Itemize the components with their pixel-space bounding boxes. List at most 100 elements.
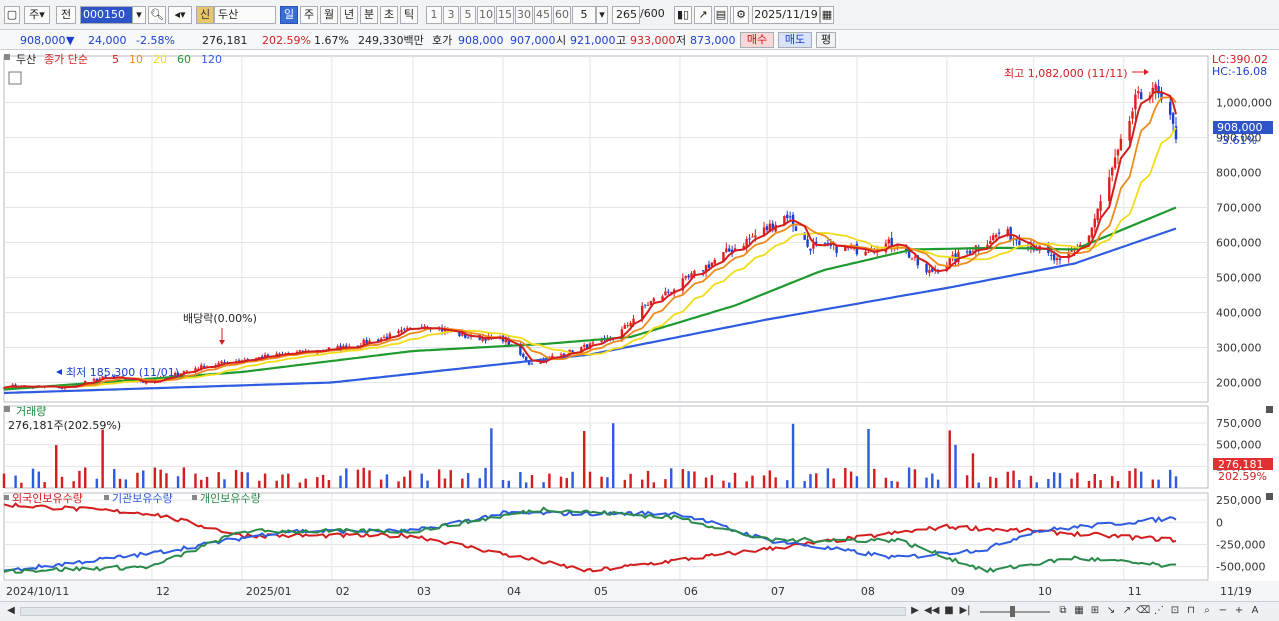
candle-body	[1052, 254, 1056, 261]
grid-icon[interactable]: ⊞	[1090, 605, 1100, 616]
volume-panel-handle-icon[interactable]	[4, 406, 10, 412]
rewind-button[interactable]: ◀◀	[924, 605, 940, 616]
candle-body	[1055, 258, 1059, 261]
volume-bar	[466, 473, 470, 488]
stock-chart[interactable]: 1,000,000900,000800,000700,000600,000500…	[0, 50, 1279, 601]
volume-bar	[321, 474, 325, 488]
candle-body	[835, 245, 838, 253]
scroll-right-button[interactable]: ▶	[911, 605, 919, 616]
period-tab-3[interactable]: 년	[340, 6, 358, 24]
pattern-icon[interactable]: ⋰	[1154, 605, 1164, 616]
volume-bar	[600, 476, 603, 488]
candle-body	[864, 251, 867, 256]
interval-button-5[interactable]: 30	[515, 6, 533, 24]
interval-button-0[interactable]: 1	[426, 6, 442, 24]
volume-bar	[948, 430, 951, 488]
symbol-code-input[interactable]: 000150	[80, 6, 146, 24]
zoom-out-icon[interactable]: −	[1218, 605, 1228, 616]
magnet-icon[interactable]: ⊓	[1187, 605, 1195, 616]
save-icon[interactable]: ▤	[714, 6, 728, 24]
interval-dropdown-icon[interactable]: ▾	[596, 6, 608, 24]
volume-bar	[60, 476, 64, 488]
buy-button[interactable]: 매수	[740, 32, 774, 48]
sell-button[interactable]: 매도	[778, 32, 812, 48]
zoom-slider[interactable]	[980, 611, 1050, 613]
horizontal-scrollbar[interactable]	[20, 607, 906, 616]
candle-body	[397, 330, 400, 334]
eval-button[interactable]: 평	[816, 32, 836, 48]
candle-body	[823, 242, 827, 244]
holdings-panel-close-icon[interactable]	[1266, 493, 1273, 500]
period-tab-1[interactable]: 주	[300, 6, 318, 24]
high-label: 고	[616, 34, 627, 47]
candle-body	[1090, 227, 1094, 238]
chart-window-icon[interactable]: ▢	[4, 6, 20, 24]
prev-button[interactable]: 전	[56, 6, 76, 24]
candle-body	[928, 269, 931, 273]
interval-button-4[interactable]: 15	[496, 6, 514, 24]
eraser-icon[interactable]: ⌫	[1136, 605, 1151, 616]
price-change-pct: -2.58%	[136, 34, 175, 47]
stop-button[interactable]: ■	[944, 605, 954, 616]
candle-body	[730, 249, 734, 253]
candle-body	[751, 236, 754, 238]
speaker-icon[interactable]: ◂▾	[168, 6, 192, 24]
volume-bar	[14, 475, 17, 488]
candle-body	[809, 248, 812, 251]
x-axis-label: 03	[417, 585, 431, 598]
play-button[interactable]: ▶|	[959, 605, 971, 616]
candle-body	[925, 263, 928, 273]
candle-body	[707, 264, 711, 268]
trend-tool-icon[interactable]: ↗	[1122, 605, 1132, 616]
panel-handle-icon[interactable]	[4, 54, 10, 60]
calendar-dropdown-icon[interactable]: ▦	[820, 6, 834, 24]
table-toggle-icon[interactable]	[8, 71, 22, 85]
zoom-area-icon[interactable]: ⊡	[1170, 605, 1180, 616]
interval-button-1[interactable]: 3	[443, 6, 459, 24]
candle-body	[185, 370, 188, 372]
period-tab-6[interactable]: 틱	[400, 6, 418, 24]
candle-body	[72, 384, 75, 387]
period-prefix-select[interactable]: 주▾	[24, 6, 50, 24]
interval-button-7[interactable]: 60	[553, 6, 571, 24]
volume-bar	[606, 477, 609, 488]
period-tab-5[interactable]: 초	[380, 6, 398, 24]
symbol-dropdown-icon[interactable]: ▾	[132, 6, 146, 24]
candle-body	[339, 345, 342, 350]
zoom-in-search-icon[interactable]: ⌕	[1204, 605, 1210, 616]
period-tab-0[interactable]: 일	[280, 6, 298, 24]
volume-bar	[2, 473, 6, 488]
interval-select[interactable]: 5	[572, 6, 596, 24]
price-grid: 1,000,000 900,000 800,000 700,000 600,000 500…	[3, 55, 1272, 580]
copy-icon[interactable]: ⧉	[1059, 605, 1067, 616]
holdings-legend-marker	[104, 495, 109, 500]
volume-bar	[205, 476, 209, 488]
interval-button-6[interactable]: 45	[534, 6, 552, 24]
date-input[interactable]: 2025/11/19	[752, 6, 820, 24]
search-icon[interactable]: 🔍︎	[148, 6, 166, 24]
volume-panel-close-icon[interactable]	[1266, 406, 1273, 413]
interval-button-3[interactable]: 10	[477, 6, 495, 24]
candle-body	[365, 339, 368, 344]
zoom-in-icon[interactable]: +	[1234, 605, 1244, 616]
line-tool-icon[interactable]: ↘	[1106, 605, 1116, 616]
candle-body	[1018, 240, 1021, 245]
layout-icon[interactable]: ▦	[1074, 605, 1084, 616]
interval-button-2[interactable]: 5	[460, 6, 476, 24]
candle-body	[362, 339, 365, 346]
draw-tool-icon[interactable]: ↗	[694, 6, 712, 24]
period-tab-2[interactable]: 월	[320, 6, 338, 24]
scroll-left-button[interactable]: ◀	[7, 605, 15, 616]
volume-bar	[420, 473, 423, 488]
stock-name-field[interactable]: 두산	[214, 6, 276, 24]
period-tab-4[interactable]: 분	[360, 6, 378, 24]
volume-bar	[1139, 471, 1143, 488]
candle-type-icon[interactable]: ▮▯	[674, 6, 692, 24]
font-size-icon[interactable]: A	[1251, 605, 1259, 616]
zoom-slider-handle[interactable]	[1010, 606, 1015, 617]
candle-body	[971, 251, 975, 253]
legend-stock-name: 두산	[16, 53, 36, 66]
current-pct-label: -3.61%	[1218, 134, 1257, 147]
bar-count-input[interactable]: 265	[612, 6, 640, 24]
gear-icon[interactable]: ⚙	[733, 6, 749, 24]
